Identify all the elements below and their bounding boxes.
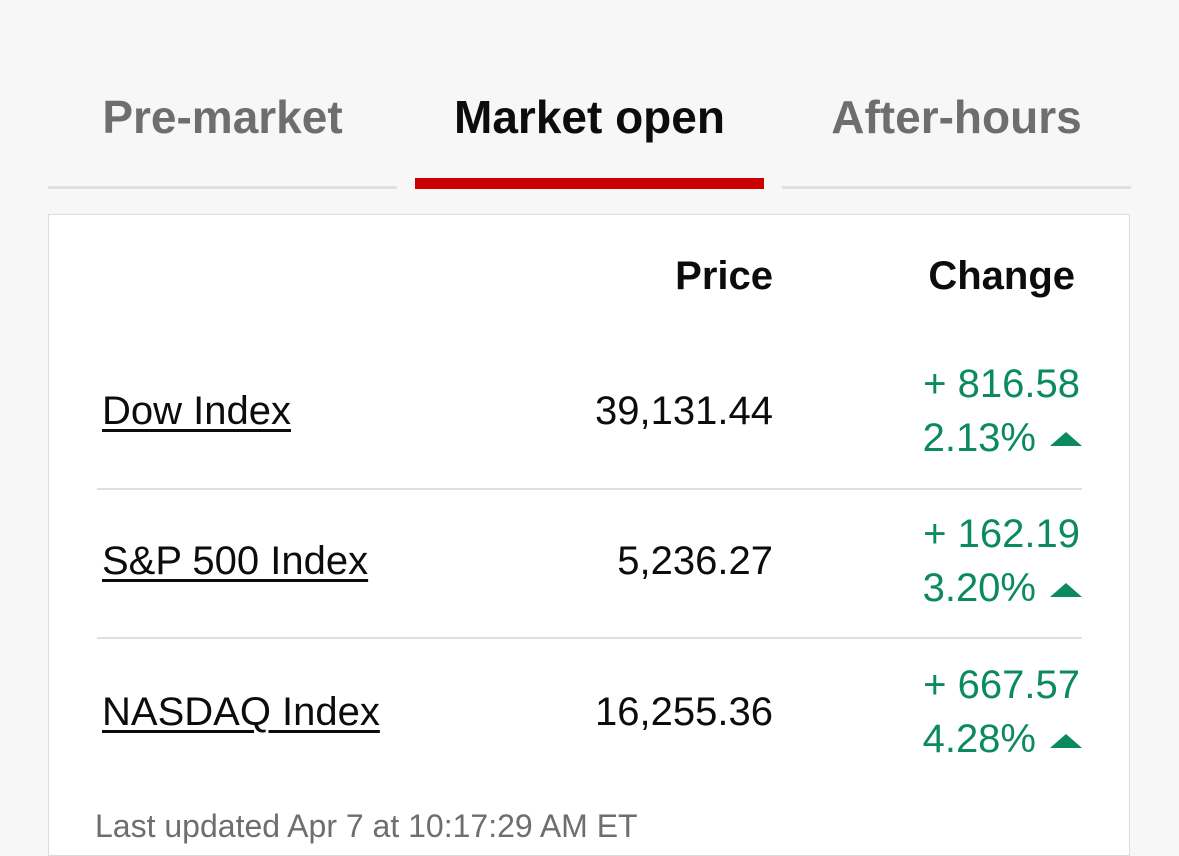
last-updated: Last updated Apr 7 at 10:17:29 AM ET	[95, 808, 638, 844]
change: + 667.57	[923, 663, 1080, 707]
percent-change: 2.13%	[922, 416, 1036, 460]
change: + 162.19	[923, 512, 1080, 556]
percent-change: 3.20%	[922, 566, 1036, 610]
price: 5,236.27	[617, 539, 773, 583]
percent-change: 4.28%	[922, 717, 1036, 761]
index-link[interactable]: S&P 500 Index	[102, 539, 369, 583]
tab-underline	[782, 186, 1131, 189]
tab[interactable]: After-hours	[831, 91, 1082, 143]
change-header: Change	[928, 254, 1075, 298]
tab-underline-active	[415, 178, 764, 189]
tab-active[interactable]: Market open	[454, 91, 725, 143]
change: + 816.58	[923, 362, 1080, 406]
up-arrow	[1050, 734, 1082, 748]
up-arrow	[1050, 432, 1082, 446]
tab[interactable]: Pre-market	[102, 91, 343, 143]
row-divider	[97, 488, 1082, 490]
price: 16,255.36	[595, 690, 773, 734]
up-arrow	[1050, 583, 1082, 597]
index-link[interactable]: Dow Index	[102, 389, 291, 433]
market-card	[48, 214, 1130, 856]
row-divider	[97, 637, 1082, 639]
price-header: Price	[675, 254, 773, 298]
tab-underline	[48, 186, 397, 189]
price: 39,131.44	[595, 389, 773, 433]
index-link[interactable]: NASDAQ Index	[102, 690, 380, 734]
